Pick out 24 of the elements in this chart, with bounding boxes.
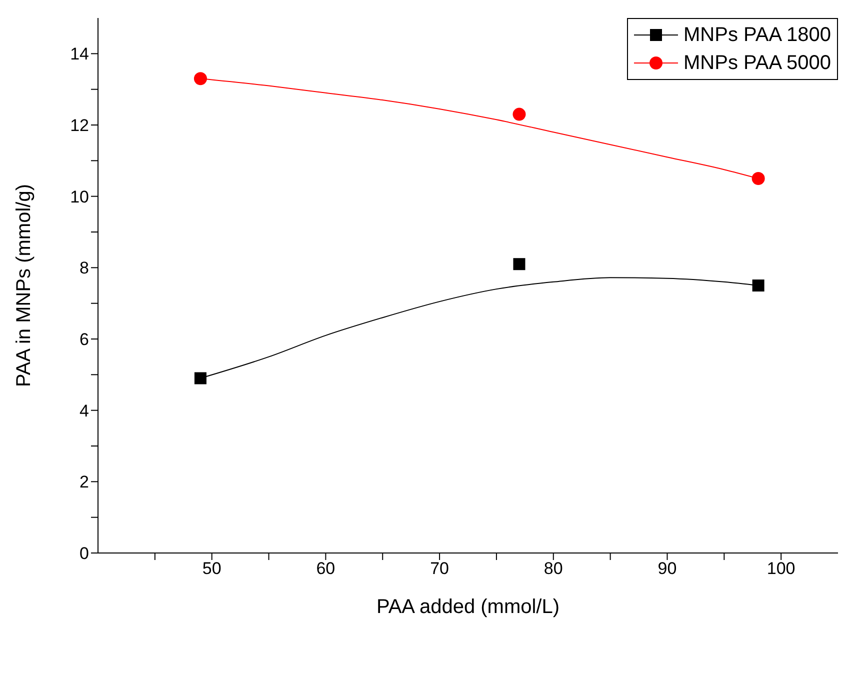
y-axis-title: PAA in MNPs (mmol/g) — [13, 184, 36, 387]
point — [752, 280, 764, 292]
point — [513, 258, 526, 270]
y-tick-label: 2 — [80, 472, 89, 492]
x-tick-label: 50 — [202, 559, 222, 578]
x-tick-label: 90 — [658, 559, 677, 578]
y-tick-label: 0 — [80, 544, 89, 564]
x-tick-label: 100 — [766, 559, 796, 578]
legend-label: MNPs PAA 1800 — [684, 23, 831, 48]
x-axis-title: PAA added (mmol/L) — [376, 596, 560, 618]
point — [512, 108, 526, 121]
x-tick-label: 70 — [430, 559, 449, 578]
point — [194, 72, 207, 86]
y-tick-label: 6 — [80, 330, 89, 350]
y-tick-label: 14 — [70, 44, 89, 64]
y-tick-label: 12 — [70, 116, 89, 136]
y-tick-label: 4 — [80, 401, 89, 420]
legend-label: MNPs PAA 5000 — [684, 51, 831, 76]
point — [194, 372, 206, 384]
point — [752, 172, 765, 185]
y-tick-label: 10 — [70, 187, 89, 206]
x-tick-label: 60 — [316, 559, 336, 578]
x-tick-label: 80 — [544, 559, 563, 578]
y-tick-label: 8 — [80, 258, 89, 278]
